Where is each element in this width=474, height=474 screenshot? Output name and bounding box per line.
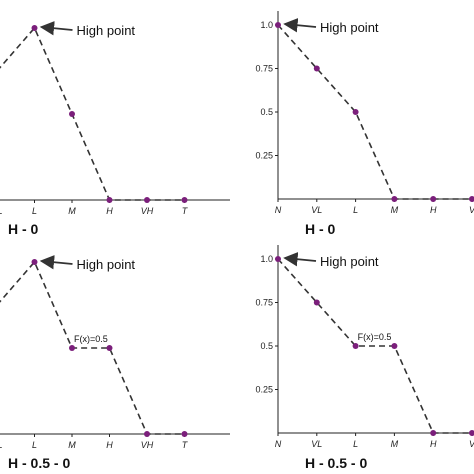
x-tick-label-vh: VH [141,206,154,216]
x-tick-label-t: T [182,206,189,216]
x-tick-label-vl: VL [311,205,322,215]
high-point-label: High point [77,257,136,272]
series-line [0,260,185,435]
high-point-label: High point [77,23,136,38]
y-tick-label: 0.75 [255,64,273,74]
x-tick-label-h: H [430,205,437,215]
chart-panel-1: VL L M H VH T High point H - 0 [0,21,230,237]
x-tick-label-vl: VL [0,206,3,216]
data-point-vh [144,431,150,437]
high-point-arrow [39,21,73,36]
panel-title: H - 0 [305,221,336,237]
series-line [277,258,472,434]
data-point-vl [313,299,320,306]
y-tick-label: 0.5 [260,107,273,117]
y-tick-label: 0.75 [255,298,273,308]
data-point-m [391,196,398,202]
series-line [0,26,185,201]
x-tick-label-h: H [106,206,113,216]
data-point-h [430,196,437,202]
data-point-l [352,109,359,115]
x-tick-label-l: L [32,206,37,216]
high-point-arrow [283,18,317,33]
data-point-m [391,343,398,349]
x-tick-label-v: V [469,205,474,215]
fx-annotation-label: F(x)=0.5 [358,332,392,342]
high-point-label: High point [320,254,379,269]
data-point-vl [313,65,320,72]
chart-panel-3: VL L M H VH T High point F(x)=0.5 H - 0.5 - 0 [0,255,230,471]
data-point-l [352,343,359,349]
high-point-label: High point [320,20,379,35]
data-point-m [69,345,75,351]
y-tick-label: 1.0 [260,20,273,30]
x-tick-label-n: N [275,439,282,449]
x-tick-label-l: L [353,205,358,215]
data-point-t [181,431,188,437]
data-point-n [275,22,281,28]
data-point-m [69,111,75,117]
x-tick-label-vh: VH [141,440,154,450]
x-tick-label-l: L [353,439,358,449]
fx-annotation-label: F(x)=0.5 [74,334,108,344]
x-tick-label-vl: VL [311,439,322,449]
data-point-v [469,430,474,436]
x-tick-label-vl: VL [0,440,3,450]
x-tick-label-m: M [391,439,399,449]
x-tick-label-m: M [68,440,76,450]
y-tick-label: 0.25 [255,385,273,395]
x-tick-label-v: V [469,439,474,449]
x-tick-label-h: H [430,439,437,449]
data-point-h [106,197,113,203]
high-point-arrow [39,255,73,270]
x-tick-label-n: N [275,205,282,215]
data-point-n [275,256,281,262]
x-tick-label-l: L [32,440,37,450]
data-point-h [106,345,113,351]
series-line [277,24,472,200]
high-point-arrow [283,252,317,267]
data-point-vh [144,197,150,203]
panel-title: H - 0.5 - 0 [8,455,70,471]
chart-panel-2: 1.0 0.75 0.5 0.25 N VL L M H V High point H - 0 [255,11,474,237]
data-point-l [31,25,38,31]
panel-title: H - 0.5 - 0 [305,455,367,471]
y-tick-label: 1.0 [260,254,273,264]
data-point-v [469,196,474,202]
y-tick-label: 0.5 [260,341,273,351]
data-point-l [31,259,38,265]
chart-panel-4: 1.0 0.75 0.5 0.25 N VL L M H V High point F(x)=0.5 H… [255,245,474,471]
panel-title: H - 0 [8,221,39,237]
data-point-t [181,197,188,203]
x-tick-label-t: T [182,440,189,450]
x-tick-label-m: M [391,205,399,215]
x-tick-label-m: M [68,206,76,216]
data-point-h [430,430,437,436]
y-tick-label: 0.25 [255,151,273,161]
x-tick-label-h: H [106,440,113,450]
